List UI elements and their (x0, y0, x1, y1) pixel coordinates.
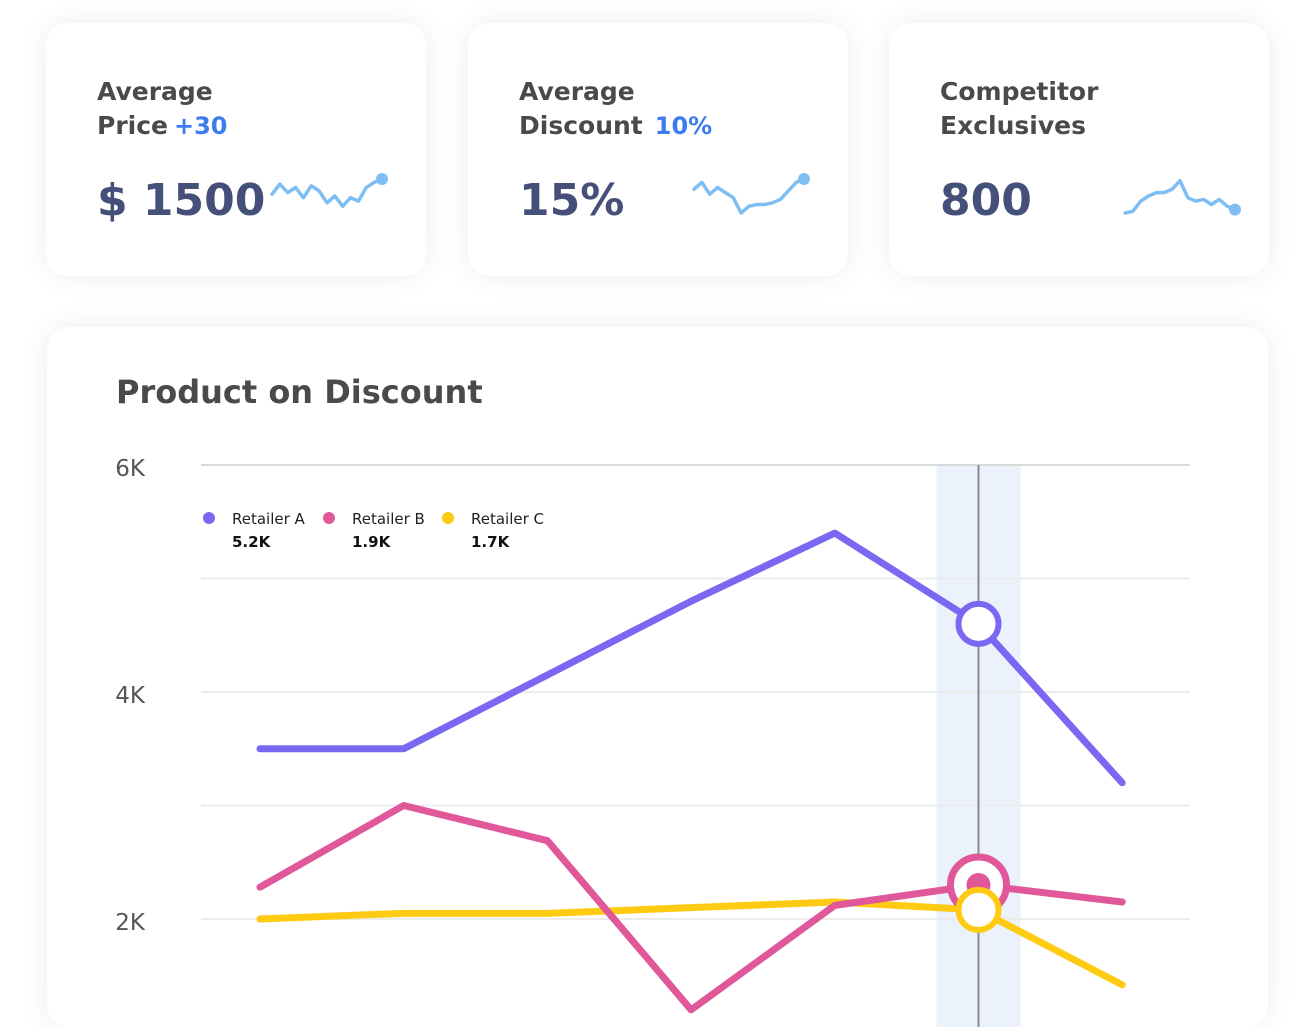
kpi-delta: 10% (654, 112, 713, 140)
legend-label: Retailer A (232, 510, 306, 528)
kpi-card-average-price: Average Price +30 $ 1500 (46, 23, 426, 276)
hover-marker[interactable] (955, 600, 1002, 647)
legend-dot (442, 512, 454, 524)
kpi-label-line2: Exclusives (940, 111, 1086, 140)
kpi-value: 800 (940, 175, 1032, 226)
legend-item-retailer-a[interactable]: Retailer A 5.2K (203, 510, 306, 551)
kpi-delta: +30 (174, 112, 228, 140)
y-tick-label: 2K (115, 910, 146, 936)
kpi-label: Average Price +30 (97, 75, 357, 143)
legend-label: Retailer B (352, 510, 425, 528)
legend-value: 5.2K (232, 533, 272, 551)
sparkline-end-dot (1229, 203, 1241, 216)
sparkline-line (270, 177, 384, 208)
kpi-value: 15% (519, 175, 625, 226)
kpi-sparkline (692, 173, 810, 215)
kpi-sparkline (270, 173, 388, 208)
kpi-label: Average Discount 10% (519, 75, 779, 143)
legend-item-retailer-b[interactable]: Retailer B 1.9K (323, 510, 425, 551)
y-tick-label: 6K (115, 456, 146, 482)
sparkline-line (692, 177, 806, 215)
chart-card: Product on Discount 6K 4K 2K Retailer A 5.2K… (47, 327, 1268, 1027)
kpi-card-competitor-exclusives: Competitor Exclusives 800 (889, 23, 1269, 276)
legend-value: 1.7K (471, 533, 511, 551)
kpi-value: $ 1500 (97, 175, 266, 226)
kpi-card-average-discount: Average Discount 10% 15% (468, 23, 848, 276)
chart-title: Product on Discount (116, 373, 483, 411)
sparkline-end-dot (376, 173, 388, 185)
sparkline-line (1123, 178, 1237, 215)
legend-label: Retailer C (471, 510, 544, 528)
kpi-label-line2: Price (97, 111, 168, 140)
legend-dot (203, 512, 215, 524)
sparkline-end-dot (798, 173, 810, 185)
kpi-label: Competitor Exclusives (940, 75, 1200, 143)
legend-value: 1.9K (352, 533, 392, 551)
kpi-label-line1: Average (97, 77, 213, 106)
y-tick-label: 4K (115, 683, 146, 709)
legend-item-retailer-c[interactable]: Retailer C 1.7K (442, 510, 544, 551)
legend-dot (323, 512, 335, 524)
kpi-label-line1: Competitor (940, 77, 1099, 106)
kpi-label-line2: Discount (519, 111, 643, 140)
kpi-label-line1: Average (519, 77, 635, 106)
hover-marker[interactable] (955, 886, 1002, 933)
kpi-sparkline (1123, 178, 1241, 216)
